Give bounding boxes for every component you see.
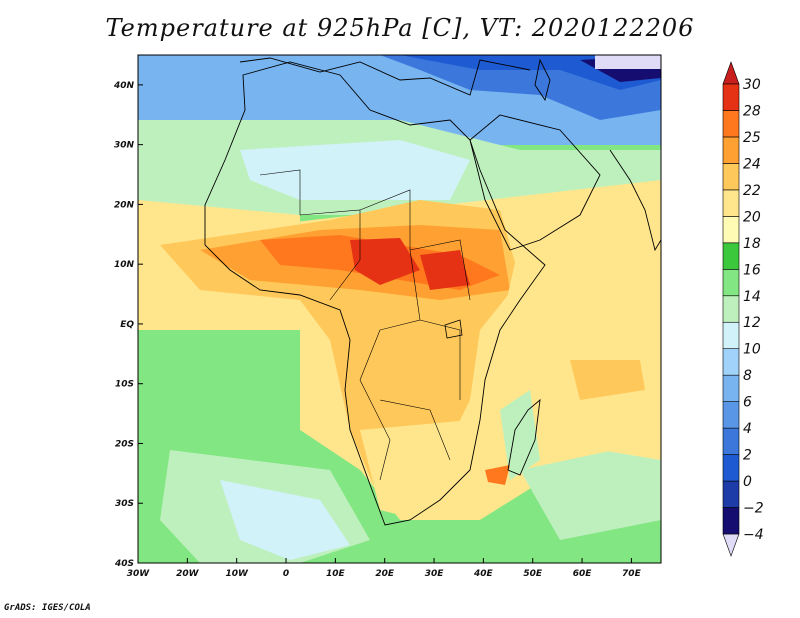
coastline-europe — [239, 57, 531, 96]
coastline-africa — [204, 61, 546, 526]
colorbar-level-label: 20 — [743, 209, 761, 225]
lat-tick-label: 40N — [113, 81, 135, 91]
colorbar-level-label: 16 — [743, 262, 761, 278]
lon-tick-label: 30E — [425, 569, 445, 579]
lat-tick-label: 10N — [114, 260, 135, 270]
colorbar-bin — [722, 507, 740, 535]
colorbar-level-label: 2 — [743, 448, 752, 464]
coastline-india — [609, 149, 661, 252]
colorbar-bin — [722, 454, 740, 482]
lat-tick-label: 40S — [114, 559, 134, 569]
colorbar-bin — [722, 136, 740, 164]
colorbar-max-triangle — [722, 61, 740, 85]
colorbar-level-label: 14 — [743, 289, 761, 305]
latitude-axis: 40N 30N 20N 10N EQ 10S 20S 30S 40S — [113, 81, 143, 569]
colorbar-bin — [722, 401, 740, 429]
colorbar-bin — [722, 83, 740, 111]
colorbar-min-triangle — [722, 533, 740, 557]
colorbar-bin — [722, 348, 740, 376]
longitude-axis: 30W 20W 10W 0 10E 20E 30E 40E 50E 60E 70E — [127, 558, 642, 579]
field-indian-warm-patch — [570, 360, 645, 400]
lon-tick-label: 70E — [622, 569, 642, 579]
lon-tick-label: 10E — [326, 569, 346, 579]
field-mozambique-hot — [485, 465, 510, 485]
colorbar-level-label: 24 — [743, 156, 761, 172]
field-south-africa-warm — [360, 420, 480, 520]
colorbar-bin — [722, 295, 740, 323]
coastline-caspian — [534, 58, 551, 102]
country-borders — [259, 169, 471, 481]
colorbar-level-label: 6 — [743, 395, 752, 411]
lon-tick-label: 50E — [523, 569, 543, 579]
colorbar-level-label: 10 — [743, 342, 761, 358]
colorbar-bin — [722, 242, 740, 270]
lat-tick-label: EQ — [120, 320, 134, 330]
coastline-arabia — [469, 114, 601, 251]
field-south-atlantic-coolest — [220, 480, 350, 560]
lon-tick-label: 20E — [375, 569, 395, 579]
colorbar-level-label: 28 — [743, 103, 761, 119]
colorbar-bin — [722, 216, 740, 244]
colorbar-level-label: −4 — [743, 527, 764, 543]
colorbar-bin — [722, 480, 740, 508]
colorbar-level-label: −2 — [743, 501, 764, 517]
lat-tick-label: 30S — [115, 499, 134, 509]
lon-tick-label: 0 — [283, 569, 289, 579]
colorbar-bin — [722, 427, 740, 455]
colorbar-level-label: 18 — [743, 236, 761, 252]
lon-tick-label: 20W — [176, 569, 200, 579]
colorbar-level-label: 30 — [743, 77, 761, 93]
colorbar-level-label: 8 — [743, 368, 752, 384]
field-hotspot-east — [420, 250, 470, 290]
colorbar-bin — [722, 110, 740, 138]
lat-tick-label: 10S — [115, 380, 134, 390]
map-frame — [137, 54, 662, 564]
lon-tick-label: 60E — [573, 569, 593, 579]
map-title: Temperature at 925hPa [C], VT: 202012220… — [105, 14, 695, 42]
lake-victoria — [444, 319, 463, 339]
lon-tick-label: 10W — [225, 569, 249, 579]
lon-tick-label: 40E — [473, 569, 494, 579]
lat-tick-label: 20N — [114, 200, 135, 210]
colorbar-bin — [722, 268, 740, 297]
coastline-madagascar — [507, 398, 541, 476]
lat-tick-label: 20S — [115, 439, 134, 449]
colorbar-level-label: 12 — [743, 315, 761, 331]
field-hotspot — [350, 238, 420, 285]
lat-tick-label: 30N — [114, 141, 135, 151]
colorbar-bin — [722, 189, 740, 217]
map-plot-area — [138, 55, 661, 563]
colorbar-level-label: 22 — [743, 183, 761, 199]
field-top-right-cold — [595, 55, 661, 69]
lon-tick-label: 30W — [127, 569, 151, 579]
grads-credit: GrADS: IGES/COLA — [4, 603, 91, 613]
colorbar-level-label: 0 — [743, 474, 752, 490]
colorbar-level-label: 25 — [743, 130, 761, 146]
colorbar-bin — [722, 374, 740, 402]
colorbar-bin — [722, 321, 740, 350]
field-south-indian-mild — [520, 440, 661, 540]
colorbar-level-label: 4 — [743, 421, 752, 437]
field-sahara-cool — [240, 140, 470, 200]
colorbar-bin — [722, 163, 740, 191]
